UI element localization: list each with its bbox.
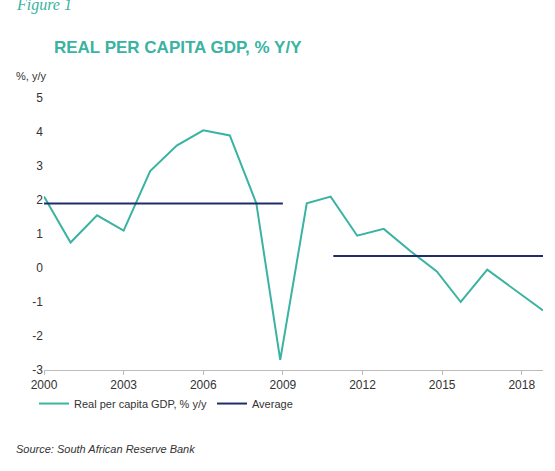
svg-text:Average: Average bbox=[252, 398, 293, 410]
svg-text:2015: 2015 bbox=[429, 378, 456, 392]
svg-text:2018: 2018 bbox=[508, 378, 535, 392]
svg-text:5: 5 bbox=[36, 91, 43, 105]
svg-text:%, y/y: %, y/y bbox=[16, 70, 46, 82]
svg-text:-3: -3 bbox=[32, 363, 43, 377]
svg-text:1: 1 bbox=[36, 227, 43, 241]
svg-text:2003: 2003 bbox=[110, 378, 137, 393]
svg-text:2: 2 bbox=[36, 193, 43, 207]
svg-text:-2: -2 bbox=[32, 329, 43, 343]
svg-text:4: 4 bbox=[36, 125, 43, 139]
svg-text:Figure 1: Figure 1 bbox=[16, 0, 72, 14]
svg-text:REAL PER CAPITA GDP, % Y/Y: REAL PER CAPITA GDP, % Y/Y bbox=[54, 38, 302, 57]
svg-text:2006: 2006 bbox=[189, 378, 217, 393]
svg-text:2012: 2012 bbox=[349, 378, 376, 392]
svg-text:Real per capita GDP, % y/y: Real per capita GDP, % y/y bbox=[74, 398, 207, 410]
svg-text:-1: -1 bbox=[32, 295, 43, 309]
svg-text:2000: 2000 bbox=[30, 378, 58, 393]
svg-text:3: 3 bbox=[36, 159, 43, 173]
svg-text:2009: 2009 bbox=[269, 378, 297, 393]
svg-text:Source: South African Reserve: Source: South African Reserve Bank bbox=[16, 443, 195, 455]
svg-text:0: 0 bbox=[36, 261, 43, 275]
